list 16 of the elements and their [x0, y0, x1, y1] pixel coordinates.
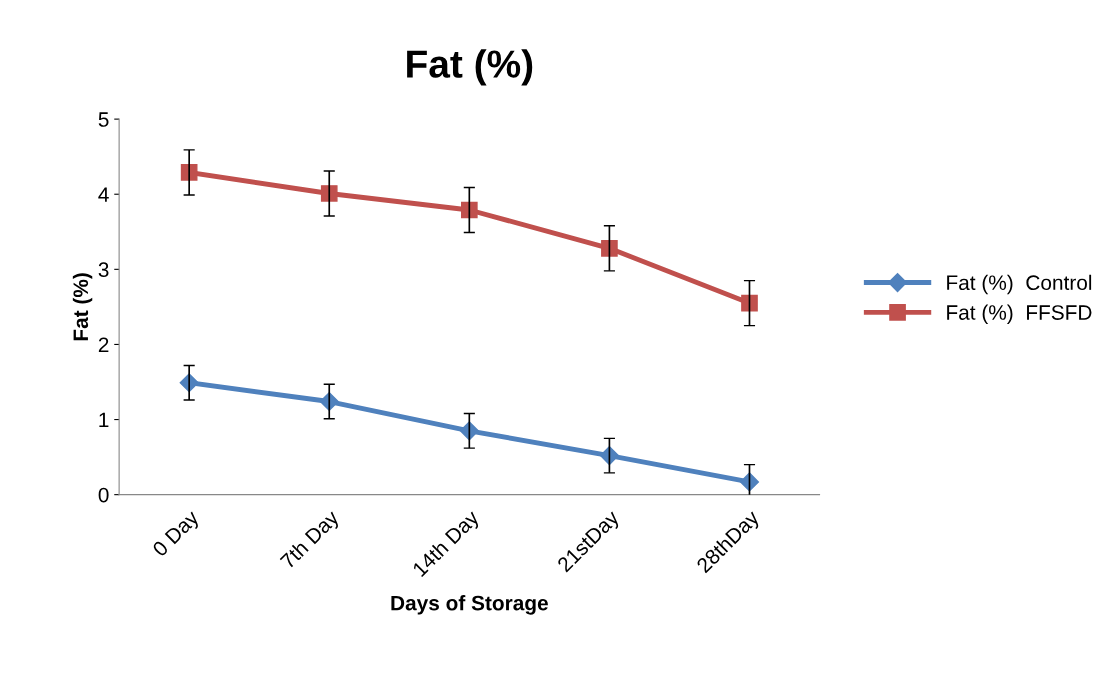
y-tick-label: 3: [98, 262, 109, 278]
point: [599, 446, 619, 466]
chart-title: Fat (%): [407, 49, 533, 86]
y-tick-label: 2: [98, 337, 109, 352]
y-tick-label: 1: [99, 412, 109, 428]
y-tick-label: 0: [98, 487, 109, 503]
y-tick-label: 5: [98, 112, 109, 127]
legend-label: Fat (%) FFSFD: [947, 304, 1092, 324]
x-axis-title: Days of Storage: [391, 595, 548, 615]
x-tick-label: 14th Day: [411, 508, 484, 581]
point: [601, 239, 618, 257]
x-tick-label: 7th Day: [279, 508, 343, 573]
legend-label: Fat (%) Control: [947, 274, 1092, 295]
y-tick-label: 4: [98, 187, 109, 202]
x-tick-label: 0 Day: [151, 508, 203, 561]
y-axis-title: Fat (%): [72, 273, 93, 341]
